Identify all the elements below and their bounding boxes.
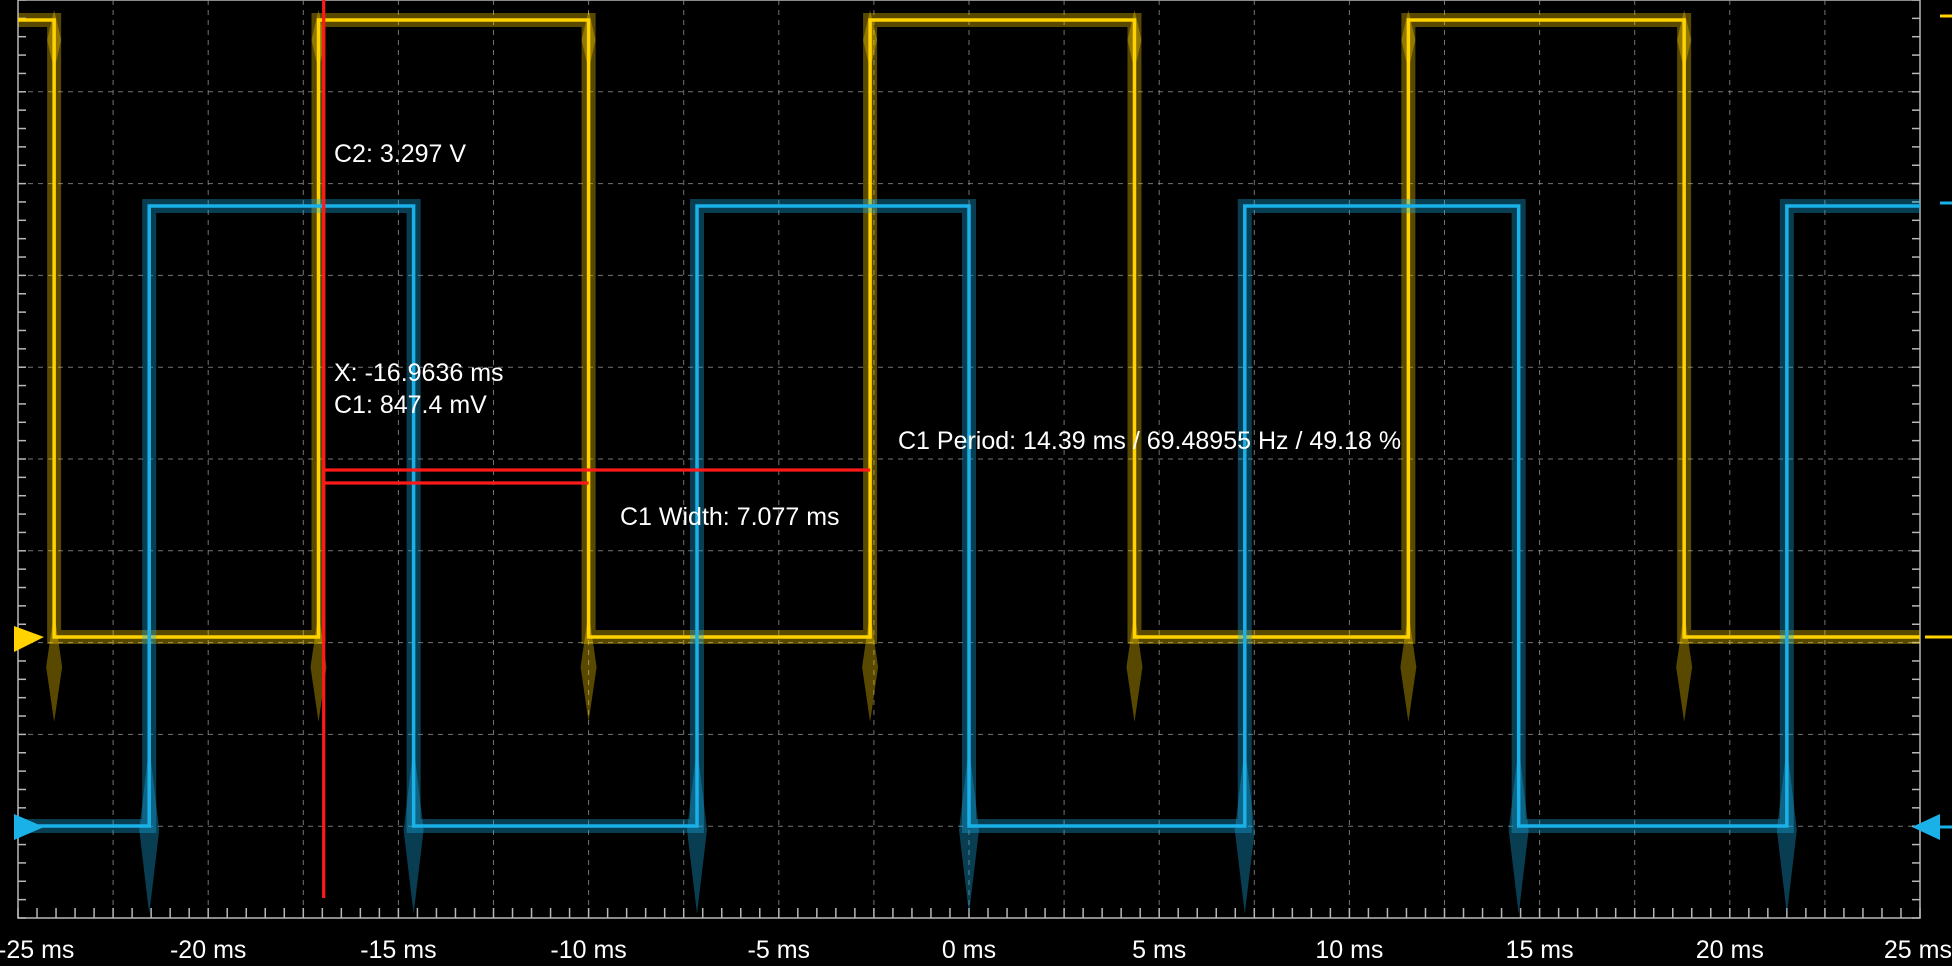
channel-2-ringing bbox=[862, 612, 879, 722]
channel-1-offset-marker[interactable] bbox=[1912, 814, 1940, 840]
channel-1-ringing bbox=[1776, 746, 1797, 914]
channel-2-ringing bbox=[46, 612, 63, 722]
x-tick-label: -5 ms bbox=[748, 936, 811, 964]
channel-2-ground-marker[interactable] bbox=[14, 626, 44, 652]
x-tick-label: -10 ms bbox=[550, 936, 626, 964]
cursor-time-readout: X: -16.9636 ms bbox=[334, 359, 504, 387]
x-tick-label: 15 ms bbox=[1506, 936, 1574, 964]
c1-period-readout: C1 Period: 14.39 ms / 69.48955 Hz / 49.1… bbox=[898, 427, 1401, 455]
x-tick-label: -15 ms bbox=[360, 936, 436, 964]
x-tick-label: 25 ms bbox=[1884, 936, 1952, 964]
c1-width-readout: C1 Width: 7.077 ms bbox=[620, 503, 840, 531]
channel-2-ringing bbox=[1126, 612, 1143, 722]
channel-2-ringing bbox=[580, 612, 597, 722]
channel-1-ringing bbox=[139, 746, 160, 914]
channel-1-ringing bbox=[1508, 746, 1529, 914]
x-tick-label: 20 ms bbox=[1696, 936, 1764, 964]
channel-1-ringing bbox=[959, 746, 979, 914]
channel-1-ringing bbox=[687, 746, 708, 914]
channel-1-ringing bbox=[1234, 746, 1255, 914]
channel-1-ground-marker[interactable] bbox=[14, 814, 44, 840]
x-tick-label: -20 ms bbox=[170, 936, 246, 964]
channel-2-ringing bbox=[1400, 612, 1417, 722]
traces bbox=[18, 10, 1920, 914]
channel-2-ringing bbox=[1676, 612, 1693, 722]
channel-2-trace bbox=[18, 18, 1920, 639]
x-tick-label: -25 ms bbox=[0, 936, 74, 964]
annotations: C2: 3.297 V X: -16.9636 ms C1: 847.4 mV … bbox=[334, 140, 1401, 531]
x-tick-label: 0 ms bbox=[942, 936, 996, 964]
cursors[interactable] bbox=[322, 0, 871, 898]
channel-1-trace bbox=[18, 204, 1920, 828]
c2-voltage-readout: C2: 3.297 V bbox=[334, 140, 466, 168]
x-tick-label: 10 ms bbox=[1315, 936, 1383, 964]
channel-1-ringing bbox=[403, 746, 424, 914]
x-tick-label: 5 ms bbox=[1132, 936, 1186, 964]
channel-markers[interactable] bbox=[14, 14, 1952, 840]
c1-voltage-readout: C1: 847.4 mV bbox=[334, 391, 487, 419]
